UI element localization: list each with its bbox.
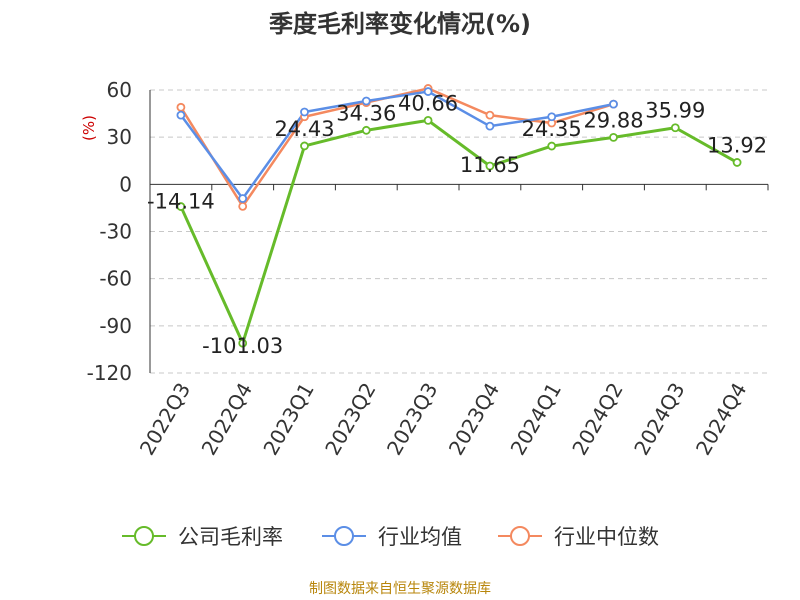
y-tick-label: -120 [87,361,132,385]
data-label: 24.43 [274,117,334,141]
data-point [238,194,248,203]
data-point [485,110,495,120]
data-point [176,110,186,120]
chart-title: 季度毛利率变化情况(%) [269,10,531,38]
data-point [485,121,495,131]
data-point [238,201,248,211]
legend-marker [510,526,530,546]
data-point [423,116,433,125]
x-tick-label: 2023Q4 [444,379,504,460]
legend-marker [134,526,154,546]
data-label: 40.66 [398,91,458,115]
series-line [179,90,614,200]
y-tick-label: -90 [99,314,132,338]
data-label: -101.03 [202,334,283,358]
legend-marker [334,526,354,546]
y-tick-label: -30 [99,220,132,244]
y-tick-label: 0 [119,172,132,196]
data-point [609,99,618,109]
x-tick-labels: 2022Q3 2022Q4 2023Q1 2023Q2 2023Q3 2023Q4 2024… [135,378,752,459]
legend-label: 行业均值 [378,525,462,549]
data-label: 34.36 [336,101,396,125]
data-label: 24.35 [522,117,582,141]
series-line [179,118,738,345]
y-tick-label: -60 [99,267,132,291]
series-lines [179,87,738,345]
data-label: -14.14 [147,190,215,214]
data-point [238,338,248,348]
source-footer: 制图数据来自恒生聚源数据库 [309,581,491,597]
data-point [547,141,557,151]
legend-label: 公司毛利率 [178,525,283,549]
data-point [547,112,557,122]
x-tick-label: 2024Q3 [629,379,689,460]
data-point [361,125,371,135]
data-point [361,96,371,106]
x-tick-label: 2022Q4 [197,379,257,460]
data-label: 13.92 [707,133,767,157]
data-point [176,202,186,211]
y-tick-labels: 60 30 0 -30 -60 -90 -120 [87,78,132,385]
x-tick-label: 2024Q2 [567,379,627,460]
data-label: 29.88 [583,108,643,132]
y-tick-label: 60 [107,78,132,102]
data-point [732,158,742,167]
y-axis-label: (%) [80,115,98,141]
data-label: 35.99 [645,99,705,123]
data-point [176,102,186,112]
y-tick-label: 30 [107,125,132,149]
series-points [176,84,742,348]
data-point [423,87,433,96]
data-point [609,132,618,142]
data-point [670,123,680,133]
data-point [300,107,309,117]
x-tick-label: 2024Q1 [506,379,566,460]
x-tick-label: 2023Q3 [382,378,442,459]
data-point [300,141,309,151]
x-tick-label: 2023Q1 [258,379,318,460]
x-tick-label: 2022Q3 [135,379,195,460]
data-point [485,161,495,171]
data-label: 11.65 [460,153,520,177]
x-tick-label: 2024Q4 [691,379,751,460]
legend: 公司毛利率 行业均值 行业中位数 [122,525,659,549]
x-tick-label: 2023Q2 [320,379,380,460]
legend-label: 行业中位数 [554,525,659,549]
grid-lines [150,89,768,374]
